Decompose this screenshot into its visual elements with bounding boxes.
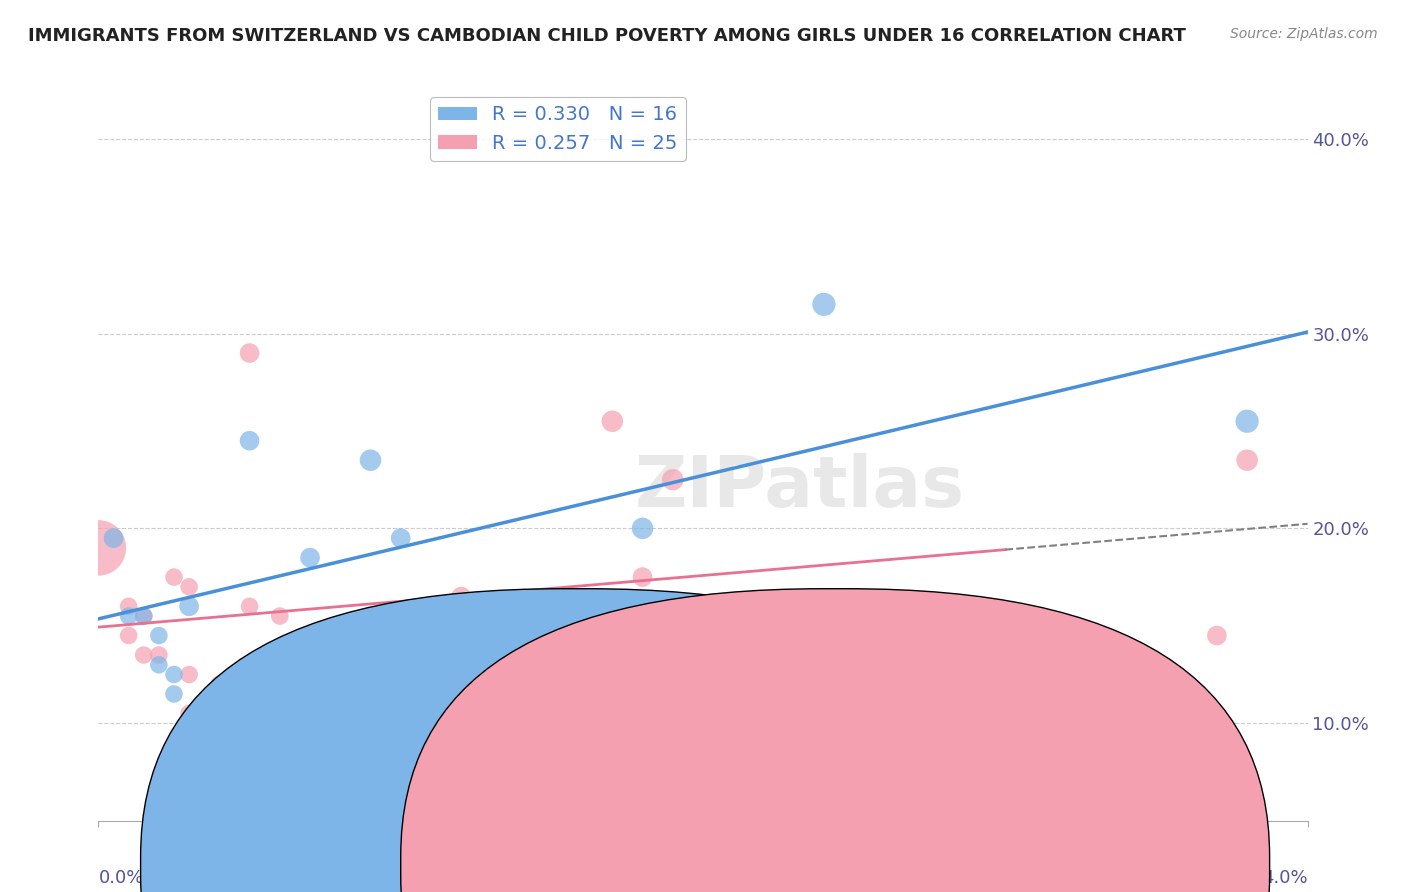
Point: [299, 550, 322, 565]
Point: [132, 609, 155, 624]
Point: [163, 570, 186, 584]
Point: [118, 599, 141, 614]
Point: [602, 414, 624, 428]
Point: [631, 521, 654, 535]
Text: ZIPatlas: ZIPatlas: [634, 453, 965, 522]
Text: Immigrants from Switzerland: Immigrants from Switzerland: [591, 852, 842, 870]
Point: [118, 629, 141, 643]
Point: [360, 609, 382, 624]
Point: [163, 687, 186, 701]
Text: Cambodians: Cambodians: [844, 852, 957, 870]
Point: [208, 726, 231, 740]
Point: [239, 599, 262, 614]
Point: [1236, 414, 1258, 428]
Legend: R = 0.330   N = 16, R = 0.257   N = 25: R = 0.330 N = 16, R = 0.257 N = 25: [430, 97, 686, 161]
Point: [179, 580, 201, 594]
Point: [450, 590, 472, 604]
Point: [148, 657, 170, 672]
Point: [208, 677, 231, 691]
Point: [87, 541, 110, 555]
Point: [450, 609, 472, 624]
Point: [103, 531, 125, 545]
Point: [1236, 453, 1258, 467]
Point: [179, 599, 201, 614]
Point: [239, 346, 262, 360]
Point: [179, 667, 201, 681]
Point: [132, 648, 155, 662]
Point: [389, 687, 412, 701]
Point: [132, 609, 155, 624]
Text: IMMIGRANTS FROM SWITZERLAND VS CAMBODIAN CHILD POVERTY AMONG GIRLS UNDER 16 CORR: IMMIGRANTS FROM SWITZERLAND VS CAMBODIAN…: [28, 27, 1187, 45]
Point: [118, 609, 141, 624]
Point: [163, 667, 186, 681]
Point: [661, 473, 683, 487]
Text: 4.0%: 4.0%: [1263, 870, 1308, 888]
Point: [934, 629, 956, 643]
Point: [239, 687, 262, 701]
Text: 0.0%: 0.0%: [98, 870, 143, 888]
Point: [148, 648, 170, 662]
Point: [360, 453, 382, 467]
Text: Source: ZipAtlas.com: Source: ZipAtlas.com: [1230, 27, 1378, 41]
Point: [389, 531, 412, 545]
Point: [1206, 629, 1229, 643]
Point: [813, 297, 835, 311]
Point: [269, 609, 291, 624]
Point: [148, 629, 170, 643]
Point: [179, 706, 201, 721]
Point: [631, 570, 654, 584]
Point: [239, 434, 262, 448]
